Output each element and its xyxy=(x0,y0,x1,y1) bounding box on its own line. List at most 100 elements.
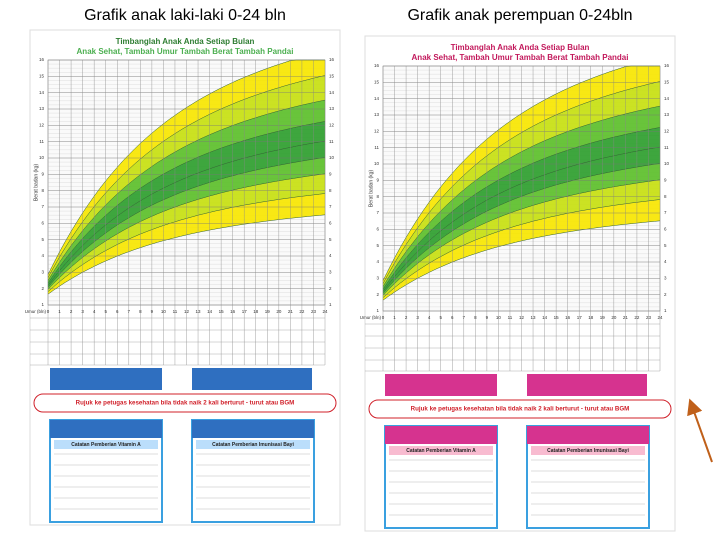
y-tick-label: 1 xyxy=(329,302,332,307)
y-tick-label: 5 xyxy=(376,243,379,248)
y-tick-label: 4 xyxy=(41,253,44,258)
growth-band xyxy=(383,127,660,292)
y-tick-label: 8 xyxy=(376,194,379,199)
x-tick-label: 8 xyxy=(474,315,477,320)
note-box-sub xyxy=(196,440,310,449)
y-tick-label: 2 xyxy=(664,292,667,297)
x-tick-label: 20 xyxy=(276,309,282,314)
note-box-title: Catatan Pemberian Vitamin A xyxy=(406,448,476,454)
y-tick-label: 15 xyxy=(664,80,670,85)
x-tick-label: 14 xyxy=(207,309,213,314)
note-box-sub xyxy=(531,446,645,455)
referral-oval xyxy=(368,399,672,419)
x-tick-label: 17 xyxy=(577,315,583,320)
y-tick-label: 15 xyxy=(39,74,45,79)
x-tick-label: 3 xyxy=(81,309,84,314)
x-tick-label: 13 xyxy=(531,315,537,320)
x-tick-label: 16 xyxy=(230,309,236,314)
growth-band xyxy=(383,81,660,287)
y-tick-label: 9 xyxy=(376,178,379,183)
y-tick-label: 14 xyxy=(39,90,45,95)
x-tick-label: 12 xyxy=(519,315,525,320)
x-tick-label: 1 xyxy=(58,309,61,314)
y-tick-label: 2 xyxy=(376,292,379,297)
y-tick-label: 3 xyxy=(41,270,44,275)
y-tick-label: 8 xyxy=(329,188,332,193)
y-tick-label: 11 xyxy=(664,145,669,150)
y-tick-label: 4 xyxy=(664,259,667,264)
note-box-title: Catatan Pemberian Imunisasi Bayi xyxy=(547,448,629,454)
x-tick-label: 8 xyxy=(139,309,142,314)
y-tick-label: 13 xyxy=(664,112,670,117)
x-tick-label: 22 xyxy=(299,309,305,314)
x-tick-label: 1 xyxy=(393,315,396,320)
note-box-head xyxy=(527,426,649,444)
y-tick-label: 12 xyxy=(329,123,335,128)
y-tick-label: 2 xyxy=(329,286,332,291)
x-tick-label: 10 xyxy=(496,315,502,320)
card-header: Timbanglah Anak Anda Setiap Bulan xyxy=(116,37,255,46)
growth-band xyxy=(383,66,660,284)
y-tick-label: 3 xyxy=(664,276,667,281)
y-tick-label: 16 xyxy=(39,57,45,62)
y-tick-label: 14 xyxy=(374,96,380,101)
y-tick-label: 11 xyxy=(39,139,44,144)
y-tick-label: 5 xyxy=(41,237,44,242)
y-tick-label: 13 xyxy=(39,106,45,111)
y-tick-label: 13 xyxy=(374,112,380,117)
x-tick-label: 6 xyxy=(451,315,454,320)
y-tick-label: 14 xyxy=(664,96,670,101)
x-tick-label: 5 xyxy=(104,309,107,314)
x-tick-label: 23 xyxy=(311,309,317,314)
x-tick-label: 4 xyxy=(428,315,431,320)
y-tick-label: 10 xyxy=(329,155,335,160)
referral-text: Rujuk ke petugas kesehatan bila tidak na… xyxy=(411,406,630,413)
x-tick-label: 7 xyxy=(463,315,466,320)
y-tick-label: 13 xyxy=(329,106,335,111)
x-tick-label: 20 xyxy=(611,315,617,320)
y-tick-label: 16 xyxy=(664,63,670,68)
growth-band xyxy=(383,106,660,289)
x-tick-label: 13 xyxy=(196,309,202,314)
y-tick-label: 11 xyxy=(329,139,334,144)
note-box-head xyxy=(385,426,497,444)
y-tick-label: 1 xyxy=(41,302,44,307)
y-tick-label: 1 xyxy=(664,308,667,313)
x-tick-label: 24 xyxy=(322,309,328,314)
y-tick-label: 12 xyxy=(664,129,670,134)
x-tick-label: 2 xyxy=(405,315,408,320)
growth-band xyxy=(48,100,325,283)
x-tick-label: 11 xyxy=(173,309,178,314)
growth-band xyxy=(383,147,660,294)
y-tick-label: 8 xyxy=(41,188,44,193)
x-tick-label: 11 xyxy=(508,315,513,320)
card-header: Anak Sehat, Tambah Umur Tambah Berat Tam… xyxy=(412,53,629,62)
y-tick-label: 9 xyxy=(664,178,667,183)
y-tick-label: 7 xyxy=(41,204,44,209)
x-tick-label: 24 xyxy=(657,315,663,320)
y-tick-label: 16 xyxy=(329,57,335,62)
x-tick-label: 22 xyxy=(634,315,640,320)
x-tick-label: 9 xyxy=(486,315,489,320)
panel-title: Grafik anak laki-laki 0-24 bln xyxy=(84,7,286,24)
y-tick-label: 15 xyxy=(374,80,380,85)
x-tick-label: 0 xyxy=(382,315,385,320)
info-box xyxy=(50,368,162,390)
arrow xyxy=(687,398,713,463)
x-tick-label: 9 xyxy=(151,309,154,314)
note-box-title: Catatan Pemberian Vitamin A xyxy=(71,442,141,448)
x-tick-label: 19 xyxy=(600,315,606,320)
x-axis-label: Umur (bln) xyxy=(25,309,47,314)
y-tick-label: 1 xyxy=(376,308,379,313)
y-tick-label: 7 xyxy=(664,210,667,215)
y-tick-label: 8 xyxy=(664,194,667,199)
x-tick-label: 6 xyxy=(116,309,119,314)
x-tick-label: 15 xyxy=(554,315,560,320)
card-header: Anak Sehat, Tambah Umur Tambah Berat Tam… xyxy=(77,47,294,56)
y-tick-label: 12 xyxy=(374,129,380,134)
y-tick-label: 5 xyxy=(664,243,667,248)
info-box xyxy=(527,374,647,396)
